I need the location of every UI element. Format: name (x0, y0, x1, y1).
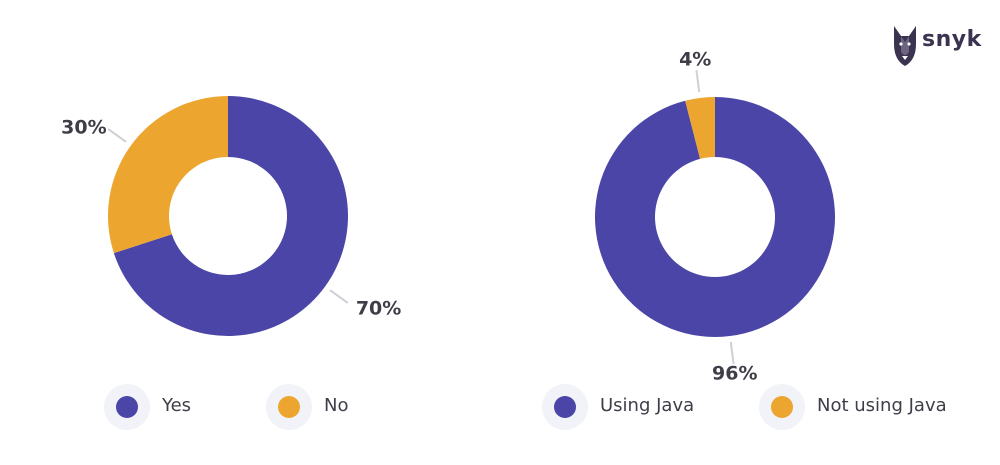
legend-marker-circle (104, 384, 150, 430)
leader-line-yes (329, 289, 349, 304)
snyk-logo: snyk (890, 22, 990, 68)
slice-not-using-java (685, 97, 715, 159)
slice-no (107, 96, 228, 254)
legend-label-not-using-java: Not using Java (817, 395, 947, 416)
legend-label-no: No (324, 395, 349, 416)
leader-line-using-java (729, 341, 735, 364)
legend-swatch-no (278, 396, 300, 418)
data-label-no: 30% (61, 116, 106, 138)
brand-name: snyk (922, 27, 982, 52)
legend-chart-1: Yes No (104, 384, 404, 430)
legend-swatch-not-using-java (771, 396, 793, 418)
legend-swatch-yes (116, 396, 138, 418)
data-label-not-using-java: 4% (679, 49, 711, 71)
leader-line-no (107, 128, 127, 143)
legend-marker-circle (542, 384, 588, 430)
slice-yes (113, 96, 348, 336)
leader-line-not-using-java (695, 70, 701, 93)
legend-label-using-java: Using Java (600, 395, 695, 416)
doberman-icon (894, 26, 916, 66)
legend-marker-circle (266, 384, 312, 430)
legend-swatch-using-java (554, 396, 576, 418)
data-label-yes: 70% (356, 297, 401, 319)
legend-label-yes: Yes (162, 395, 192, 416)
data-label-using-java: 96% (712, 362, 757, 384)
legend-chart-2: Using Java Not using Java (542, 384, 982, 430)
slice-using-java (595, 97, 835, 338)
legend-marker-circle (759, 384, 805, 430)
